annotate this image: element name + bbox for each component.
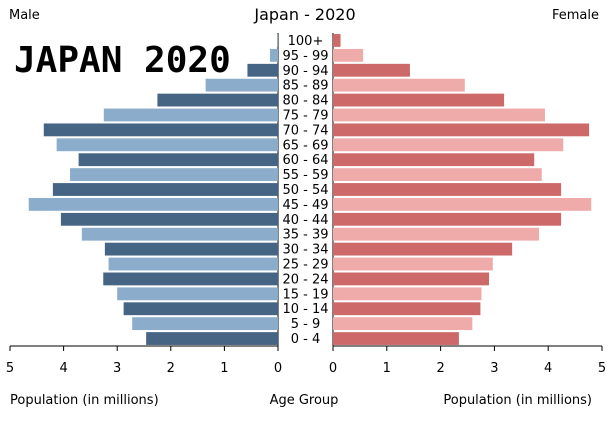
left-tick-label: 5 [6, 361, 14, 376]
female-bar [333, 257, 493, 271]
right-tick-label: 4 [544, 361, 552, 376]
female-bar [333, 242, 513, 256]
right-tick-label: 3 [490, 361, 498, 376]
male-bar [103, 272, 278, 286]
male-bar [70, 168, 278, 182]
age-group-label: 75 - 79 [282, 108, 328, 123]
female-bar [333, 212, 562, 226]
female-bar [333, 63, 410, 77]
male-bar [117, 287, 278, 301]
right-tick-label: 2 [436, 361, 444, 376]
age-group-label: 15 - 19 [282, 287, 328, 302]
female-bar [333, 287, 482, 301]
male-bar [43, 123, 278, 137]
x-axis-label-center: Age Group [269, 393, 339, 408]
watermark: JAPAN 2020 [14, 40, 231, 81]
male-bar [103, 108, 278, 122]
male-bar [78, 153, 278, 167]
age-group-label: 50 - 54 [282, 183, 328, 198]
age-group-label: 100+ [288, 34, 324, 49]
x-axis-label-left: Population (in millions) [10, 393, 159, 408]
age-group-label: 65 - 69 [282, 138, 328, 153]
female-bar [333, 93, 505, 107]
left-tick-label: 2 [167, 361, 175, 376]
male-bar [269, 48, 278, 62]
male-bar [28, 197, 279, 211]
age-group-label: 80 - 84 [282, 94, 328, 109]
male-bar [146, 332, 278, 345]
female-bar [333, 183, 562, 196]
female-bar [333, 34, 341, 47]
left-tick-label: 4 [59, 361, 67, 376]
male-bar [132, 317, 278, 331]
age-group-label: 20 - 24 [282, 272, 328, 287]
female-bar [333, 168, 542, 182]
female-bar [333, 332, 459, 345]
age-group-label: 5 - 9 [291, 317, 321, 332]
age-group-label: 70 - 74 [282, 123, 328, 138]
male-bar [157, 93, 278, 107]
age-group-label: 60 - 64 [282, 153, 328, 168]
female-bar [333, 138, 564, 152]
male-bar [108, 257, 279, 271]
female-bar [333, 153, 535, 167]
female-bar [333, 123, 590, 137]
female-label: Female [551, 8, 599, 23]
age-group-label: 10 - 14 [282, 302, 328, 317]
right-tick-label: 1 [383, 361, 391, 376]
left-tick-label: 0 [274, 361, 282, 376]
male-label: Male [9, 8, 40, 23]
male-bar [60, 212, 278, 226]
female-bar [333, 302, 481, 316]
male-bar [205, 78, 278, 92]
male-bar [247, 63, 278, 77]
left-tick-label: 3 [113, 361, 121, 376]
age-group-label: 25 - 29 [282, 258, 328, 273]
male-bar [104, 242, 278, 256]
female-bar [333, 227, 540, 241]
age-group-label: 40 - 44 [282, 213, 328, 228]
male-bar [81, 227, 278, 241]
age-group-label: 85 - 89 [282, 79, 328, 94]
chart-title: Japan - 2020 [254, 5, 356, 24]
age-group-label: 55 - 59 [282, 168, 328, 183]
right-tick-label: 5 [598, 361, 606, 376]
female-bar [333, 78, 465, 92]
bars [28, 34, 592, 345]
male-bar [52, 183, 278, 196]
male-bar [123, 302, 278, 316]
female-bar [333, 197, 592, 211]
right-tick-label: 0 [329, 361, 337, 376]
female-bar [333, 48, 364, 62]
age-group-label: 95 - 99 [282, 49, 328, 64]
female-bar [333, 108, 545, 122]
age-group-label: 35 - 39 [282, 228, 328, 243]
male-bar [277, 34, 278, 47]
male-bar [56, 138, 278, 152]
age-group-label: 90 - 94 [282, 64, 328, 79]
left-tick-label: 1 [220, 361, 228, 376]
age-group-label: 45 - 49 [282, 198, 328, 213]
female-bar [333, 272, 490, 286]
female-bar [333, 317, 473, 331]
x-axis-label-right: Population (in millions) [443, 393, 592, 408]
age-group-label: 30 - 34 [282, 243, 328, 258]
age-group-label: 0 - 4 [291, 332, 321, 347]
